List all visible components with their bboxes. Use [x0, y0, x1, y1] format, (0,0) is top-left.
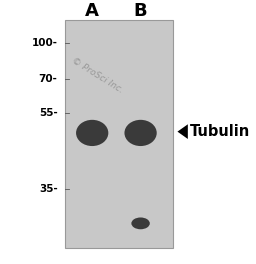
Text: © ProSci Inc.: © ProSci Inc.	[69, 56, 124, 95]
Text: B: B	[134, 2, 147, 20]
Polygon shape	[177, 124, 188, 139]
Text: 55-: 55-	[39, 108, 58, 118]
Text: 100-: 100-	[32, 37, 58, 48]
Text: Tubulin: Tubulin	[190, 124, 250, 139]
Text: 35-: 35-	[39, 184, 58, 194]
Ellipse shape	[124, 120, 157, 146]
FancyBboxPatch shape	[65, 20, 173, 248]
Text: A: A	[85, 2, 99, 20]
Ellipse shape	[131, 218, 150, 229]
Text: 70-: 70-	[39, 74, 58, 84]
Ellipse shape	[76, 120, 108, 146]
